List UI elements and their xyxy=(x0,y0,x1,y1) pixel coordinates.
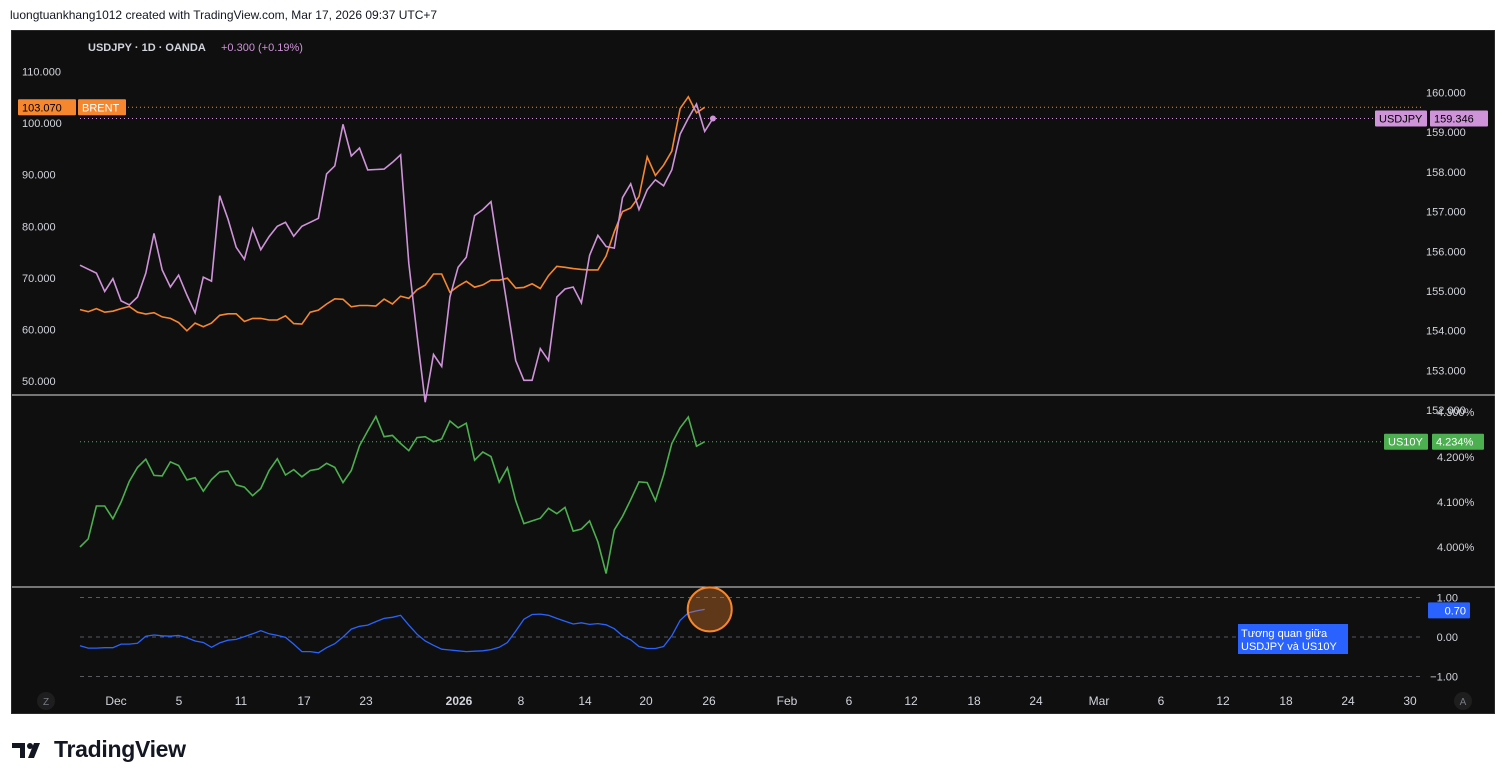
us10y-axis-tick: 4.200% xyxy=(1437,452,1475,464)
corr-axis-tick: 0.00 xyxy=(1437,632,1458,644)
corr-axis-tick: 1.00 xyxy=(1437,593,1458,605)
usdjpy-name-badge-bg xyxy=(1375,110,1427,127)
x-axis-tick: 12 xyxy=(904,694,918,708)
left-axis-tick: 90.000 xyxy=(22,170,56,182)
x-axis-tick: 12 xyxy=(1216,694,1230,708)
symbol-change: +0.300 (+0.19%) xyxy=(221,42,303,54)
usdjpy-value-badge: 159.346 xyxy=(1434,113,1474,125)
brent-name-badge: BRENT xyxy=(82,102,120,114)
corner-button-z[interactable]: Z xyxy=(37,692,55,710)
corr-value-badge: 0.70 xyxy=(1445,605,1466,617)
badge-layer: 103.070 BRENT USDJPY 159.346 US10Y 4.234% 0.70… xyxy=(18,99,1488,654)
x-axis-tick: 8 xyxy=(518,694,525,708)
x-axis-tick: Mar xyxy=(1089,694,1110,708)
us10y-axis-tick: 4.300% xyxy=(1437,407,1475,419)
brent-line xyxy=(79,95,706,332)
x-axis-tick: 18 xyxy=(967,694,981,708)
corr-axis-tick: −1.00 xyxy=(1430,672,1458,684)
us10y-value-badge: 4.234% xyxy=(1436,437,1474,449)
series-layer xyxy=(79,95,716,654)
corner-label-a: A xyxy=(1460,697,1467,708)
right-axis-tick: 152.000 xyxy=(1426,405,1466,417)
corr-value-badge-bg xyxy=(1428,602,1470,619)
x-axis-tick: 18 xyxy=(1279,694,1293,708)
corr-note-box xyxy=(1238,624,1348,654)
corner-button-a[interactable]: A xyxy=(1454,692,1472,710)
left-axis-tick: 100.000 xyxy=(22,118,62,130)
brent-value-badge-bg xyxy=(18,99,76,116)
tradingview-brand: TradingView xyxy=(54,736,186,762)
grid-layer xyxy=(12,106,1496,677)
right-axis-tick: 159.000 xyxy=(1426,127,1466,139)
x-axis-tick: 11 xyxy=(235,694,248,708)
tradingview-logo-icon xyxy=(12,742,40,758)
x-axis-tick: 24 xyxy=(1029,694,1043,708)
x-axis-tick: 5 xyxy=(176,694,183,708)
corr-highlight-circle xyxy=(686,586,733,633)
x-axis-tick: Dec xyxy=(105,694,126,708)
usdjpy-name-badge: USDJPY xyxy=(1379,113,1423,125)
us10y-name-badge-bg xyxy=(1384,433,1428,450)
correlation-line xyxy=(79,608,705,654)
chart-credit-header: luongtuankhang1012 created with TradingV… xyxy=(10,8,438,22)
us10y-value-badge-bg xyxy=(1432,433,1484,450)
left-axis-tick: 50.000 xyxy=(22,376,56,388)
corr-note-line1: Tương quan giữa xyxy=(1241,628,1328,640)
right-axis-tick: 158.000 xyxy=(1426,167,1466,179)
x-axis-tick: 24 xyxy=(1341,694,1355,708)
chart-area[interactable]: 110.000 100.000 90.000 80.000 70.000 60.000 50… xyxy=(11,30,1496,715)
tradingview-footer: TradingView xyxy=(12,736,186,763)
right-axis-tick: 156.000 xyxy=(1426,246,1466,258)
brent-name-badge-bg xyxy=(78,99,126,116)
chart-svg[interactable]: 110.000100.00090.00080.00070.00060.00050… xyxy=(12,31,1496,715)
x-axis-tick: 20 xyxy=(639,694,653,708)
x-axis-tick: 26 xyxy=(702,694,716,708)
right-axis-tick: 155.000 xyxy=(1426,286,1466,298)
us10y-axis-tick: 4.100% xyxy=(1437,497,1475,509)
x-axis-tick: 23 xyxy=(359,694,373,708)
corner-label-z: Z xyxy=(43,697,49,708)
x-axis-tick: 14 xyxy=(578,694,592,708)
us10y-line xyxy=(79,414,706,574)
right-axis-tick: 160.000 xyxy=(1426,88,1466,100)
us10y-axis-tick: 4.000% xyxy=(1437,542,1475,554)
right-axis-tick: 157.000 xyxy=(1426,207,1466,219)
usdjpy-line xyxy=(79,101,714,403)
symbol-title: USDJPY · 1D · OANDA xyxy=(88,42,206,54)
right-axis-tick: 154.000 xyxy=(1426,326,1466,338)
axis-layer: 110.000100.00090.00080.00070.00060.00050… xyxy=(22,67,1475,709)
left-axis-tick: 70.000 xyxy=(22,273,56,285)
x-axis-tick: 6 xyxy=(1158,694,1165,708)
x-axis-tick: Feb xyxy=(777,694,798,708)
x-axis-tick: 6 xyxy=(846,694,853,708)
right-axis-tick: 153.000 xyxy=(1426,365,1466,377)
usdjpy-last-point xyxy=(709,115,716,122)
left-axis-tick: 110.000 xyxy=(22,67,61,79)
usdjpy-value-badge-bg xyxy=(1430,110,1488,127)
us10y-name-badge: US10Y xyxy=(1388,437,1424,449)
left-axis-tick: 80.000 xyxy=(22,221,56,233)
left-axis-tick: 60.000 xyxy=(22,325,56,337)
brent-value-badge: 103.070 xyxy=(22,102,62,114)
corr-note-line2: USDJPY và US10Y xyxy=(1241,641,1337,653)
x-axis-tick: 2026 xyxy=(446,694,473,708)
x-axis-tick: 30 xyxy=(1403,694,1417,708)
x-axis-tick: 17 xyxy=(297,694,311,708)
